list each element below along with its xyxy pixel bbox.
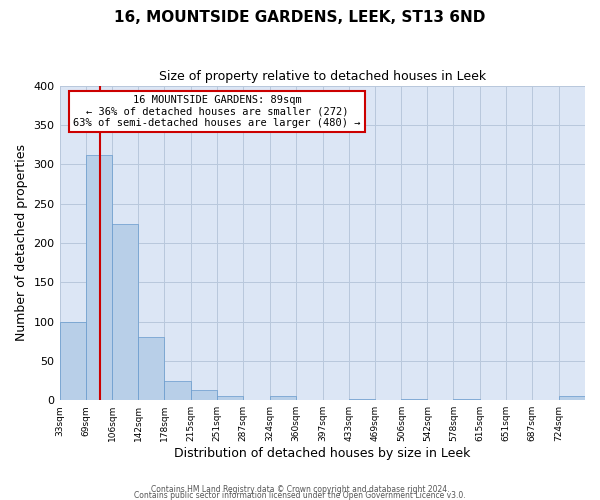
X-axis label: Distribution of detached houses by size in Leek: Distribution of detached houses by size … xyxy=(174,447,470,460)
Bar xyxy=(191,390,217,400)
Bar xyxy=(270,396,296,400)
Bar xyxy=(59,322,86,400)
Text: 16, MOUNTSIDE GARDENS, LEEK, ST13 6ND: 16, MOUNTSIDE GARDENS, LEEK, ST13 6ND xyxy=(115,10,485,25)
Title: Size of property relative to detached houses in Leek: Size of property relative to detached ho… xyxy=(159,70,486,83)
Bar xyxy=(164,380,191,400)
Bar xyxy=(112,224,139,400)
Text: 16 MOUNTSIDE GARDENS: 89sqm
← 36% of detached houses are smaller (272)
63% of se: 16 MOUNTSIDE GARDENS: 89sqm ← 36% of det… xyxy=(73,95,361,128)
Bar xyxy=(217,396,243,400)
Y-axis label: Number of detached properties: Number of detached properties xyxy=(15,144,28,342)
Bar xyxy=(139,338,164,400)
Bar xyxy=(86,155,112,400)
Text: Contains public sector information licensed under the Open Government Licence v3: Contains public sector information licen… xyxy=(134,490,466,500)
Text: Contains HM Land Registry data © Crown copyright and database right 2024.: Contains HM Land Registry data © Crown c… xyxy=(151,484,449,494)
Bar xyxy=(559,396,585,400)
